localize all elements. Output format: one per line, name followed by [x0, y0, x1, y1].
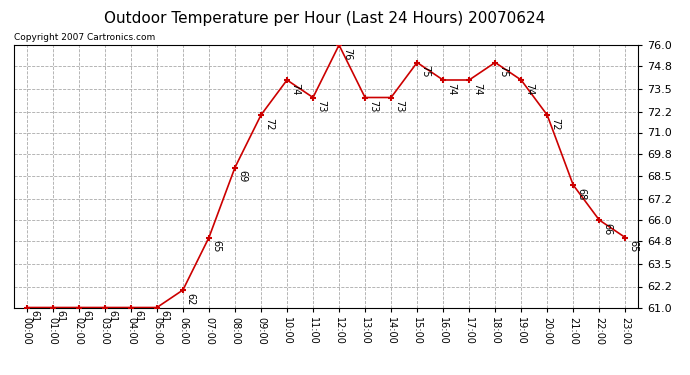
Text: 66: 66 [602, 223, 612, 235]
Text: 61: 61 [56, 310, 66, 322]
Text: 61: 61 [81, 310, 92, 322]
Text: 61: 61 [134, 310, 144, 322]
Text: 62: 62 [186, 293, 196, 305]
Text: 72: 72 [264, 118, 274, 130]
Text: 73: 73 [394, 100, 404, 112]
Text: 74: 74 [524, 83, 534, 95]
Text: 69: 69 [238, 170, 248, 183]
Text: 76: 76 [342, 48, 352, 60]
Text: 74: 74 [472, 83, 482, 95]
Text: 65: 65 [212, 240, 221, 253]
Text: 75: 75 [498, 65, 508, 78]
Text: 61: 61 [30, 310, 39, 322]
Text: 73: 73 [316, 100, 326, 112]
Text: 61: 61 [108, 310, 117, 322]
Text: 61: 61 [159, 310, 170, 322]
Text: 74: 74 [446, 83, 456, 95]
Text: Copyright 2007 Cartronics.com: Copyright 2007 Cartronics.com [14, 33, 156, 42]
Text: 75: 75 [420, 65, 430, 78]
Text: Outdoor Temperature per Hour (Last 24 Hours) 20070624: Outdoor Temperature per Hour (Last 24 Ho… [104, 11, 545, 26]
Text: 72: 72 [550, 118, 560, 130]
Text: 65: 65 [628, 240, 638, 253]
Text: 73: 73 [368, 100, 378, 112]
Text: 68: 68 [576, 188, 586, 200]
Text: 74: 74 [290, 83, 299, 95]
